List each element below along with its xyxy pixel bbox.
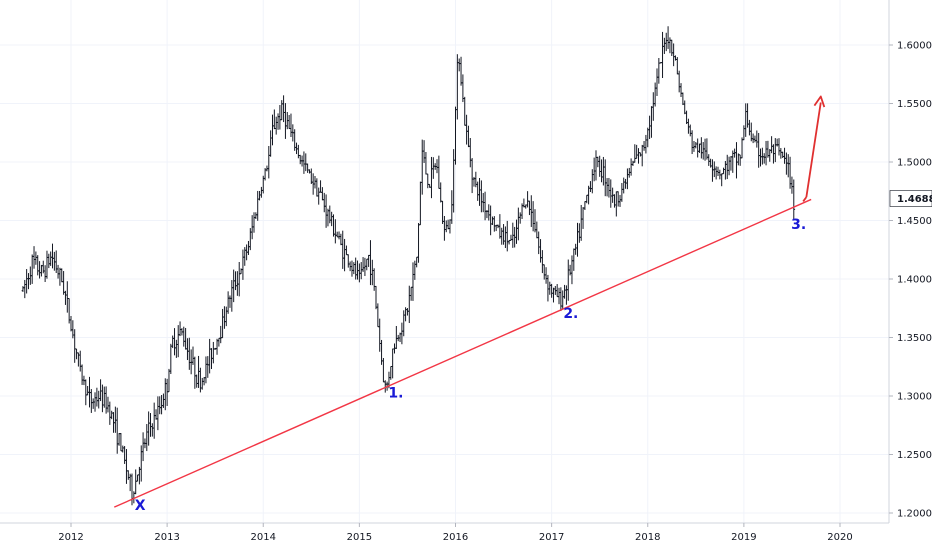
grid [0,0,889,523]
y-tick-label: 1.40000 [897,275,932,286]
x-tick-label: 2017 [539,532,564,543]
y-tick-label: 1.35000 [897,333,932,344]
y-tick-label: 1.55000 [897,99,932,110]
y-tick-label: 1.30000 [897,392,932,403]
x-tick-label: 2020 [827,532,852,543]
wave-label: X [135,498,146,514]
x-tick-label: 2013 [154,532,179,543]
time-axis[interactable]: 2012 2013 2014 2015 2016 2017 2018 2019 2020 [58,523,853,543]
x-tick-label: 2018 [635,532,660,543]
wave-label: 1. [388,385,403,401]
projection-arrow-shaft [805,102,822,198]
projection-connector [802,196,808,202]
drawings: X 1. 2. 3. [113,95,826,514]
y-tick-label: 1.50000 [897,158,932,169]
y-tick-label: 1.20000 [897,509,932,520]
y-tick-label: 1.25000 [897,450,932,461]
x-tick-label: 2012 [58,532,83,543]
price-axis[interactable]: 1.60000 1.55000 1.50000 1.45000 1.40000 1.350… [889,41,932,520]
x-tick-label: 2014 [251,532,276,543]
projection-arrow-head [813,95,826,108]
x-tick-label: 2019 [731,532,756,543]
x-tick-label: 2015 [347,532,372,543]
price-bars [21,26,796,506]
ohlc-bar [792,179,796,220]
last-price-box [889,190,932,207]
support-trendline [113,198,812,508]
wave-label: 2. [563,306,578,322]
y-tick-label: 1.60000 [897,41,932,52]
x-tick-label: 2016 [443,532,468,543]
wave-label: 3. [791,217,806,233]
last-price-label: 1.46880 [897,194,932,205]
y-tick-label: 1.45000 [897,216,932,227]
